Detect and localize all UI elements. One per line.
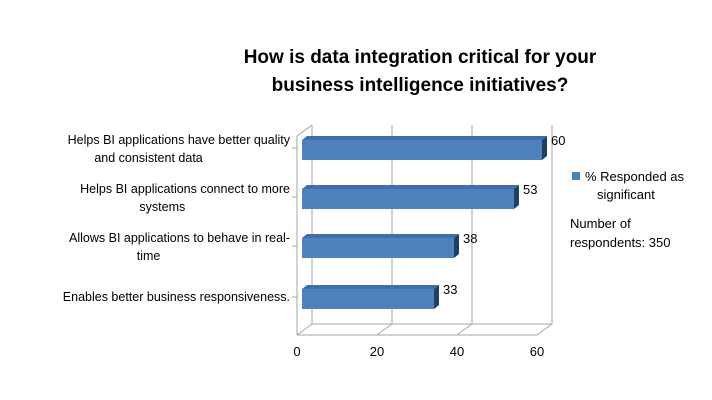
chart-bars [302,136,547,309]
floor-gridline [296,323,313,336]
bar [302,234,459,258]
bar-front [302,238,454,258]
chart-title: How is data integration critical for you… [244,47,597,96]
bar-side [434,285,439,309]
bar-front [302,140,542,160]
respondents-note-line: Number of [570,216,631,231]
category-label: time [137,249,161,263]
x-tick-label: 40 [450,344,464,359]
data-label: 33 [443,282,457,297]
bar-top [302,185,519,189]
chart-axes [292,124,552,336]
x-tick-label: 20 [370,344,384,359]
category-label: Helps BI applications connect to more [80,182,290,196]
x-tick-label: 60 [530,344,544,359]
data-label: 53 [523,182,537,197]
category-label: Allows BI applications to behave in real… [69,231,290,245]
category-label: Enables better business responsiveness. [63,290,290,304]
bar-side [454,234,459,258]
legend-label: significant [597,187,655,202]
category-label: Helps BI applications have better qualit… [68,133,291,147]
x-tick-label: 0 [293,344,300,359]
chart-title-line: business intelligence initiatives? [272,75,569,96]
bar-top [302,285,439,289]
floor-gridline [456,323,473,336]
bar [302,185,519,209]
bar-front [302,189,514,209]
chart-title-line: How is data integration critical for you… [244,47,597,68]
chart-legend: % Responded as significant [572,169,685,202]
bar [302,285,439,309]
floor-gridline [376,323,393,336]
category-label: and consistent data [94,151,202,165]
legend-label: % Responded as [585,169,685,184]
data-label: 38 [463,231,477,246]
bar-side [542,136,547,160]
floor-gridline [536,323,553,336]
category-label: systems [139,200,185,214]
wall-top-edge [296,124,313,137]
respondents-note: Number of respondents: 350 [570,216,670,250]
bar-top [302,234,459,238]
legend-swatch [572,172,580,180]
bar-front [302,289,434,309]
respondents-note-line: respondents: 350 [570,235,670,250]
bar-side [514,185,519,209]
bar-top [302,136,547,140]
bar [302,136,547,160]
data-label: 60 [551,133,565,148]
chart-labels: 0 20 40 60 60 53 38 33 Helps BI applications hav… [63,133,566,359]
